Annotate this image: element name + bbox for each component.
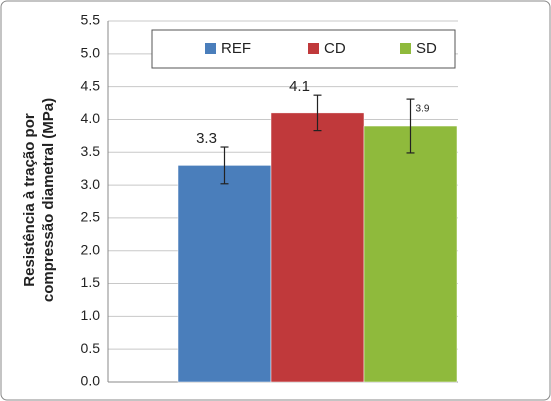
y-tick-label: 1.5 <box>81 274 101 290</box>
data-label: 3.9 <box>416 104 430 115</box>
data-label: 3.3 <box>196 130 217 147</box>
y-tick-label: 0.5 <box>81 340 101 356</box>
legend-swatch <box>400 43 411 54</box>
bar <box>363 125 458 383</box>
bar <box>177 165 272 383</box>
y-axis-label: compressão diametral (MPa) <box>40 98 57 302</box>
bar <box>270 112 365 383</box>
y-axis-label: Resistência à tração por <box>21 113 38 287</box>
legend-label: CD <box>324 40 346 57</box>
y-tick-label: 4.5 <box>81 77 101 93</box>
y-tick-label: 4.0 <box>81 110 101 126</box>
y-tick-label: 1.0 <box>81 307 101 323</box>
y-tick-label: 2.0 <box>81 241 101 257</box>
legend-label: SD <box>416 40 437 57</box>
error-bar <box>406 98 415 154</box>
error-bar <box>313 94 322 132</box>
y-tick-label: 0.0 <box>81 373 101 389</box>
legend-swatch <box>308 43 319 54</box>
y-tick-label: 3.0 <box>81 176 101 192</box>
y-tick-label: 3.5 <box>81 143 101 159</box>
legend-swatch <box>205 43 216 54</box>
error-bar <box>220 146 229 185</box>
y-tick-label: 5.5 <box>81 12 101 28</box>
y-tick-label: 5.0 <box>81 45 101 61</box>
y-tick-label: 2.5 <box>81 209 101 225</box>
legend-label: REF <box>221 40 251 57</box>
data-label: 4.1 <box>289 78 310 95</box>
